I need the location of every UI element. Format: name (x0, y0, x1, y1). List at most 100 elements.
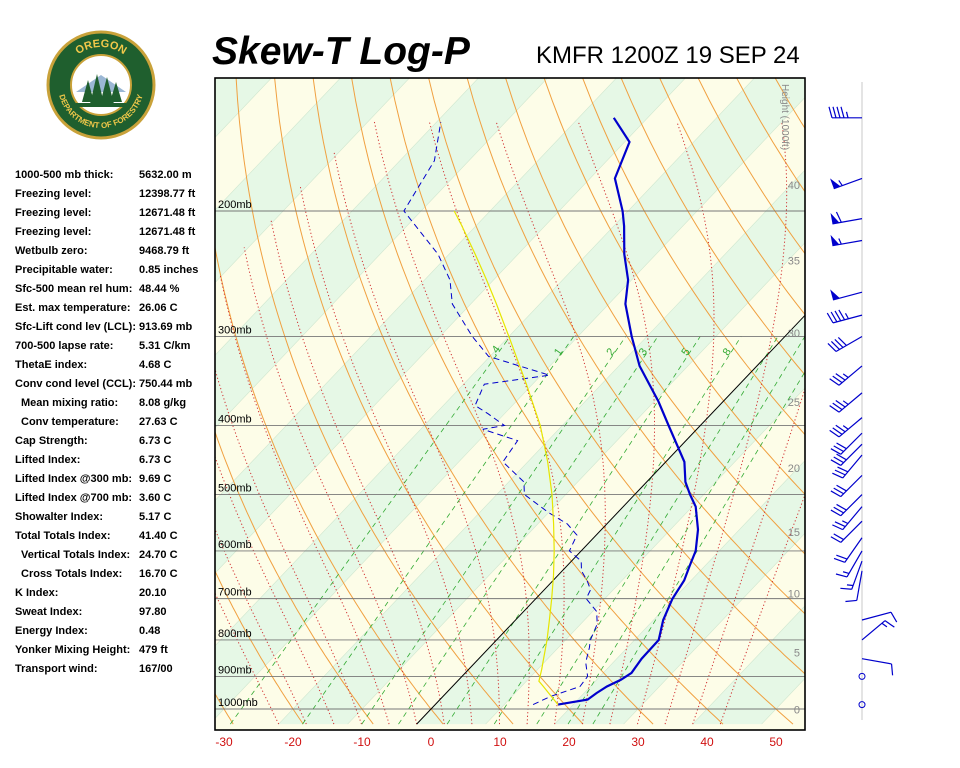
index-label: Energy Index: (15, 625, 88, 637)
mixing-ratio-label: 3 (637, 346, 650, 358)
height-tick-label: 10 (788, 588, 800, 600)
pressure-label: 400mb (218, 413, 252, 425)
height-tick-label: 0 (794, 704, 800, 716)
height-tick-label: 40 (788, 180, 800, 192)
index-label: Est. max temperature: (15, 302, 131, 314)
wind-barb (830, 443, 863, 466)
pressure-label: 200mb (218, 199, 252, 211)
index-value: 479 ft (139, 644, 168, 656)
pressure-label: 600mb (218, 539, 252, 551)
wind-barb (826, 309, 863, 324)
index-value: 0.48 (139, 625, 161, 637)
wind-barb (832, 506, 863, 531)
pressure-label: 800mb (218, 628, 252, 640)
index-value: 27.63 C (139, 416, 178, 428)
index-value: 750.44 mb (139, 378, 193, 390)
height-axis-label: Height (1000ft) (779, 84, 790, 150)
x-tick-label: -20 (284, 735, 302, 749)
index-label: Total Totals Index: (15, 530, 111, 542)
index-label: Freezing level: (15, 207, 92, 219)
index-value: 5.17 C (139, 511, 172, 523)
wind-barb (827, 335, 863, 352)
wind-barb (830, 289, 863, 301)
index-value: 26.06 C (139, 302, 178, 314)
height-tick-label: 20 (788, 463, 800, 475)
index-value: 9.69 C (139, 473, 172, 485)
wind-barb (830, 177, 863, 190)
height-tick-label: 5 (794, 647, 800, 659)
wind-barb (829, 392, 863, 413)
index-label: Lifted Index: (15, 454, 81, 466)
index-value: 97.80 (139, 606, 167, 618)
station-time: KMFR 1200Z 19 SEP 24 (536, 42, 800, 69)
index-label: Freezing level: (15, 188, 92, 200)
x-tick-label: 20 (562, 735, 576, 749)
index-label: Sweat Index: (15, 606, 83, 618)
wind-barb (845, 570, 863, 603)
height-labels: 0 5 10 15 20 25 30 35 40 (788, 180, 800, 716)
index-value: 9468.79 ft (139, 245, 190, 257)
index-value: 3.60 C (139, 492, 172, 504)
wind-barb (861, 620, 895, 641)
x-tick-label: 0 (428, 735, 435, 749)
index-value: 5632.00 m (139, 169, 192, 181)
wind-barb (835, 550, 863, 578)
index-value: 12671.48 ft (139, 226, 196, 238)
wind-barb (858, 672, 866, 680)
mixing-ratio-label: 2 (604, 346, 617, 358)
wind-barb (832, 454, 863, 479)
index-label: Wetbulb zero: (15, 245, 88, 257)
height-tick-label: 15 (788, 527, 800, 539)
wind-barb (861, 658, 894, 676)
isobar-lines (215, 210, 805, 710)
index-label: Lifted Index @700 mb: (15, 492, 133, 504)
wind-barb (828, 106, 862, 119)
index-value: 5.31 C/km (139, 340, 191, 352)
wind-barb (840, 560, 863, 590)
x-tick-label: -30 (215, 735, 233, 749)
wind-barb (830, 520, 863, 543)
pressure-label: 500mb (218, 483, 252, 495)
wind-barb (829, 417, 863, 438)
x-tick-label: 40 (700, 735, 714, 749)
x-tick-label: 10 (493, 735, 507, 749)
wind-barb (861, 611, 898, 623)
height-tick-label: 25 (788, 397, 800, 409)
index-label: Showalter Index: (15, 511, 104, 523)
logo-top-text: OREGON (73, 38, 128, 57)
index-label: Yonker Mixing Height: (15, 644, 131, 656)
index-value: 913.69 mb (139, 321, 193, 333)
index-label: Conv temperature: (21, 416, 119, 428)
svg-text:OREGON: OREGON (73, 38, 128, 57)
index-label: Cross Totals Index: (21, 568, 123, 580)
index-label: ThetaE index: (15, 359, 88, 371)
index-value: 8.08 g/kg (139, 397, 187, 409)
wind-barb (830, 432, 863, 455)
index-value: 16.70 C (139, 568, 178, 580)
mixing-ratio-label: 8 (721, 346, 734, 358)
index-label: Sfc-500 mean rel hum: (15, 283, 133, 295)
freezing-isotherm (416, 314, 805, 725)
chart-title: Skew-T Log-P (212, 30, 470, 73)
index-value: 20.10 (139, 587, 167, 599)
height-tick-label: 30 (788, 328, 800, 340)
index-value: 12671.48 ft (139, 207, 196, 219)
mixing-ratio-label: 1 (552, 346, 565, 358)
index-label: Precipitable water: (15, 264, 113, 276)
index-label: Lifted Index @300 mb: (15, 473, 133, 485)
index-label: 1000-500 mb thick: (15, 169, 114, 181)
index-value: 4.68 C (139, 359, 172, 371)
wind-barb (858, 701, 866, 709)
x-tick-labels: -30 -20 -10 0 10 20 30 40 50 (215, 735, 783, 749)
index-value: 6.73 C (139, 454, 172, 466)
wind-barb (829, 365, 863, 386)
index-value: 167/00 (139, 663, 173, 675)
pressure-label: 700mb (218, 587, 252, 599)
pressure-label: 300mb (218, 324, 252, 336)
wind-barb (833, 537, 863, 563)
dewpoint-trace (403, 121, 598, 706)
index-label: Freezing level: (15, 226, 92, 238)
index-label: Transport wind: (15, 663, 98, 675)
